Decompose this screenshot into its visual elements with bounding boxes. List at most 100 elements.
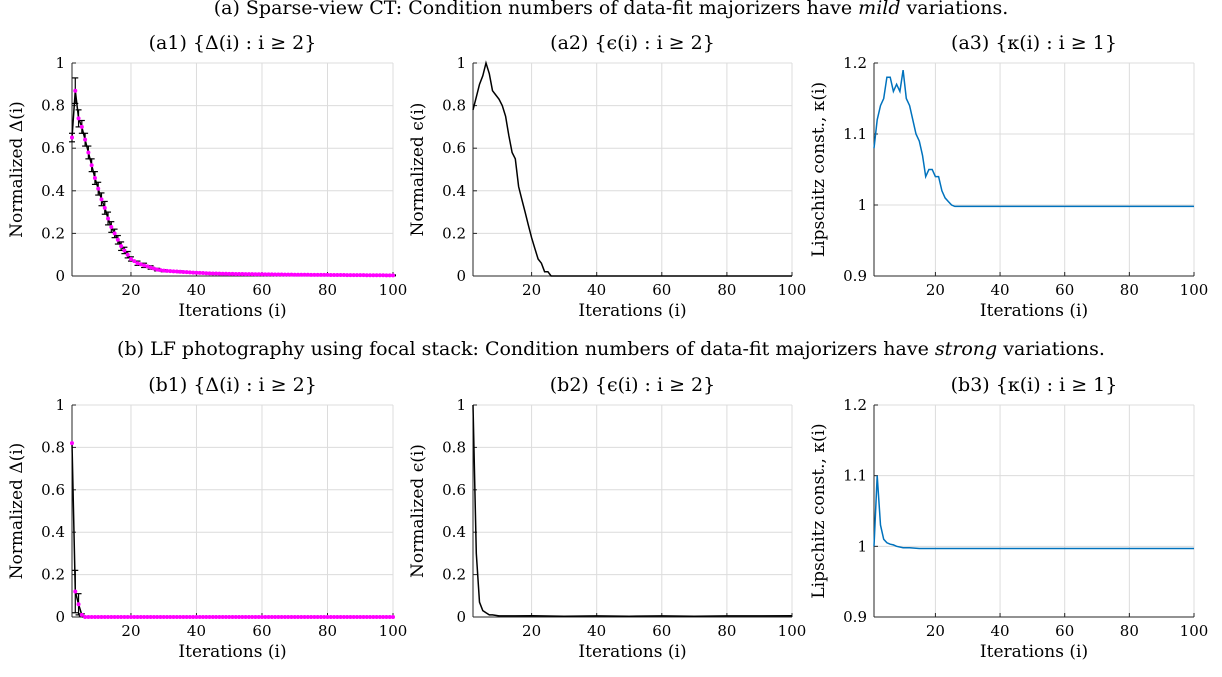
y-tick-label: 1 <box>857 537 867 555</box>
x-tick-label: 20 <box>121 622 140 640</box>
data-point <box>155 267 160 272</box>
x-tick-label: 60 <box>1055 281 1074 299</box>
data-point <box>217 615 222 619</box>
data-point <box>312 272 317 277</box>
data-point <box>79 124 84 129</box>
x-axis-label: Iterations (i) <box>578 301 686 321</box>
data-point <box>73 589 78 594</box>
y-tick-label: 0.6 <box>41 481 65 499</box>
x-tick-label: 20 <box>121 281 140 299</box>
data-point <box>381 273 386 278</box>
data-point <box>391 273 395 278</box>
x-tick-label: 80 <box>717 281 736 299</box>
data-point <box>119 615 124 619</box>
data-point <box>112 615 117 619</box>
chart-b3: 20 40 60 80 100 0.9 1 1.1 1.2 (b3) {κ(i) : i ≥ 1}… <box>809 374 1208 662</box>
data-point <box>79 612 84 617</box>
data-point <box>161 268 166 273</box>
data-point <box>309 615 314 619</box>
data-point <box>86 150 91 155</box>
data-point <box>112 231 117 236</box>
data-point <box>158 268 163 273</box>
y-tick-label: 0 <box>456 267 466 285</box>
data-point <box>161 615 166 619</box>
data-point <box>135 615 140 619</box>
x-tick-label: 100 <box>379 281 408 299</box>
x-tick-label: 40 <box>187 281 206 299</box>
x-tick-label: 80 <box>318 281 337 299</box>
data-point <box>305 615 310 619</box>
y-tick-label: 0.2 <box>41 224 65 242</box>
data-point <box>125 252 130 257</box>
x-tick-label: 60 <box>1055 622 1074 640</box>
data-point <box>89 615 94 619</box>
data-point <box>92 176 97 181</box>
data-point <box>374 273 379 278</box>
data-point <box>122 248 127 253</box>
data-point <box>76 116 81 121</box>
data-point <box>391 615 395 619</box>
x-tick-label: 60 <box>252 622 271 640</box>
y-tick-label: 0.4 <box>41 523 65 541</box>
data-point <box>302 615 307 619</box>
x-tick-label: 60 <box>252 281 271 299</box>
data-point <box>266 272 271 277</box>
data-point <box>155 615 160 619</box>
y-tick-label: 0.8 <box>41 97 65 115</box>
data-point <box>384 273 389 278</box>
data-point <box>322 272 327 277</box>
data-point <box>171 269 176 274</box>
data-point <box>214 615 219 619</box>
data-point <box>171 615 176 619</box>
data-point <box>145 264 150 269</box>
chart-title: (a2) {ϵ(i) : i ≥ 2} <box>550 32 715 54</box>
x-axis-label: Iterations (i) <box>178 642 286 662</box>
data-point <box>210 615 215 619</box>
data-point <box>351 273 356 278</box>
data-point <box>128 615 133 619</box>
y-tick-label: 1.1 <box>843 125 867 143</box>
chart-title: (a3) {κ(i) : i ≥ 1} <box>951 32 1117 54</box>
x-tick-label: 20 <box>926 281 945 299</box>
data-point <box>132 259 137 264</box>
x-tick-label: 60 <box>652 281 671 299</box>
data-point <box>132 615 137 619</box>
chart-title: (b2) {ϵ(i) : i ≥ 2} <box>550 374 715 396</box>
data-point <box>312 615 317 619</box>
data-point <box>99 197 104 202</box>
data-point <box>348 615 353 619</box>
chart-b1: 20 40 60 80 100 0 0.2 0.4 0.6 0.8 1 (b1) {Δ(i) : i … <box>7 374 407 662</box>
data-point <box>263 272 268 277</box>
data-point <box>296 272 301 277</box>
x-tick-label: 80 <box>717 622 736 640</box>
data-point <box>201 615 206 619</box>
data-point <box>246 272 251 277</box>
data-point <box>286 272 291 277</box>
data-point <box>138 262 143 267</box>
x-tick-label: 100 <box>778 622 807 640</box>
data-point <box>328 615 333 619</box>
data-point <box>210 271 215 276</box>
data-point <box>214 271 219 276</box>
data-point <box>197 270 202 275</box>
data-point <box>220 615 225 619</box>
data-point <box>299 615 304 619</box>
data-point <box>184 615 189 619</box>
chart-title: (b3) {κ(i) : i ≥ 1} <box>951 374 1118 396</box>
data-point <box>138 615 143 619</box>
data-point <box>207 615 212 619</box>
data-point <box>197 615 202 619</box>
data-point <box>364 615 369 619</box>
data-point <box>135 261 140 266</box>
data-point <box>332 272 337 277</box>
y-tick-label: 0.2 <box>41 566 65 584</box>
y-tick-label: 0.6 <box>442 139 466 157</box>
data-point <box>122 615 127 619</box>
data-point <box>174 615 179 619</box>
chart-a1: 20 40 60 80 100 0 0.2 0.4 0.6 0.8 1 (a1) {Δ(i) : i … <box>7 32 407 321</box>
data-point <box>279 615 284 619</box>
data-point <box>86 615 91 619</box>
data-point <box>305 272 310 277</box>
y-tick-label: 0.8 <box>442 438 466 456</box>
data-point <box>102 205 107 210</box>
